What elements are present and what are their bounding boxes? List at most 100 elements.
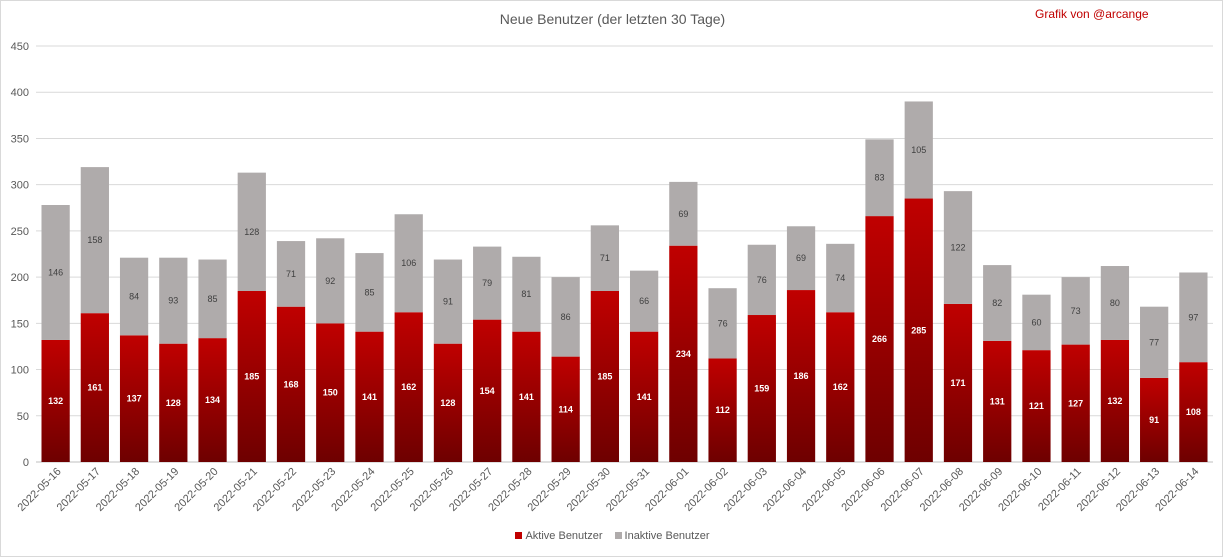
data-label-inaktive: 93 <box>168 296 178 306</box>
data-label-inaktive: 71 <box>286 269 296 279</box>
data-label-aktive: 141 <box>519 392 534 402</box>
data-label-aktive: 131 <box>990 396 1005 406</box>
data-label-inaktive: 85 <box>208 294 218 304</box>
bar-aktive-benutzer <box>512 331 541 462</box>
data-label-aktive: 127 <box>1068 398 1083 408</box>
bar-inaktive-benutzer <box>904 101 933 199</box>
data-label-aktive: 128 <box>440 398 455 408</box>
bar-inaktive-benutzer <box>590 225 620 291</box>
data-label-aktive: 154 <box>480 386 495 396</box>
bar-aktive-benutzer <box>708 358 737 462</box>
data-label-aktive: 186 <box>794 371 809 381</box>
bar-aktive-benutzer <box>198 338 227 462</box>
data-label-aktive: 185 <box>244 371 259 381</box>
bar-inaktive-benutzer <box>316 238 345 324</box>
bar-inaktive-benutzer <box>1179 272 1208 363</box>
bar-aktive-benutzer <box>669 245 698 462</box>
data-label-aktive: 132 <box>48 396 63 406</box>
data-label-aktive: 128 <box>166 398 181 408</box>
bar-aktive-benutzer <box>119 335 149 462</box>
data-label-aktive: 134 <box>205 395 220 405</box>
y-tick-label: 150 <box>11 318 29 330</box>
bar-inaktive-benutzer <box>983 265 1012 341</box>
data-label-aktive: 121 <box>1029 401 1044 411</box>
legend-entry: Inaktive Benutzer <box>614 530 710 542</box>
bar-inaktive-benutzer <box>433 259 463 344</box>
bar-inaktive-benutzer <box>1022 294 1051 351</box>
bar-inaktive-benutzer <box>747 244 776 316</box>
bar-aktive-benutzer <box>1061 344 1090 462</box>
data-label-inaktive: 83 <box>875 173 885 183</box>
bar-inaktive-benutzer <box>276 241 306 307</box>
data-label-aktive: 266 <box>872 334 887 344</box>
data-label-aktive: 162 <box>401 382 416 392</box>
data-label-inaktive: 92 <box>325 276 335 286</box>
bar-inaktive-benutzer <box>355 253 384 332</box>
legend-label: Inaktive Benutzer <box>624 530 710 542</box>
data-label-inaktive: 84 <box>129 292 139 302</box>
bar-aktive-benutzer <box>865 216 894 462</box>
data-label-aktive: 108 <box>1186 407 1201 417</box>
data-label-aktive: 141 <box>637 392 652 402</box>
bar-inaktive-benutzer <box>1100 266 1130 340</box>
data-label-inaktive: 79 <box>482 278 492 288</box>
y-tick-label: 0 <box>23 457 29 469</box>
bar-aktive-benutzer <box>159 343 188 462</box>
bar-aktive-benutzer <box>786 290 816 462</box>
y-tick-label: 350 <box>11 133 29 145</box>
data-label-inaktive: 97 <box>1188 312 1198 322</box>
data-label-aktive: 161 <box>87 383 102 393</box>
bar-inaktive-benutzer <box>1061 277 1090 345</box>
bar-aktive-benutzer <box>983 340 1012 462</box>
bar-aktive-benutzer <box>433 343 463 462</box>
bar-aktive-benutzer <box>1022 350 1051 462</box>
bar-inaktive-benutzer <box>41 205 70 340</box>
legend: Aktive Benutzer Inaktive Benutzer <box>1 530 1223 542</box>
bar-inaktive-benutzer <box>1140 306 1169 378</box>
data-label-inaktive: 86 <box>561 312 571 322</box>
bar-aktive-benutzer <box>590 290 620 462</box>
data-label-aktive: 114 <box>558 404 573 414</box>
y-tick-label: 200 <box>11 272 29 284</box>
bar-aktive-benutzer <box>1140 377 1169 462</box>
bar-inaktive-benutzer <box>80 167 109 314</box>
bar-inaktive-benutzer <box>669 181 698 246</box>
y-tick-label: 300 <box>11 180 29 192</box>
bar-inaktive-benutzer <box>865 139 894 217</box>
bar-inaktive-benutzer <box>473 246 502 320</box>
y-tick-label: 250 <box>11 226 29 238</box>
data-label-aktive: 137 <box>127 394 142 404</box>
data-label-aktive: 132 <box>1107 396 1122 406</box>
bar-aktive-benutzer <box>1179 362 1208 462</box>
data-label-aktive: 141 <box>362 392 377 402</box>
data-label-inaktive: 146 <box>48 267 63 277</box>
data-label-inaktive: 69 <box>678 209 688 219</box>
data-label-aktive: 171 <box>950 378 965 388</box>
data-label-inaktive: 82 <box>992 298 1002 308</box>
bar-aktive-benutzer <box>943 303 973 462</box>
data-label-inaktive: 158 <box>87 235 102 245</box>
bar-inaktive-benutzer <box>512 256 541 332</box>
data-label-aktive: 112 <box>715 405 730 415</box>
bar-aktive-benutzer <box>394 312 423 462</box>
bar-inaktive-benutzer <box>826 243 855 313</box>
data-label-inaktive: 76 <box>718 318 728 328</box>
bar-aktive-benutzer <box>904 198 933 463</box>
bar-aktive-benutzer <box>316 323 345 462</box>
data-label-aktive: 91 <box>1149 415 1159 425</box>
bar-inaktive-benutzer <box>551 277 580 357</box>
bar-aktive-benutzer <box>826 312 855 462</box>
data-label-aktive: 150 <box>323 388 338 398</box>
data-label-inaktive: 69 <box>796 253 806 263</box>
bar-inaktive-benutzer <box>786 226 816 291</box>
bar-inaktive-benutzer <box>708 288 737 359</box>
data-label-aktive: 185 <box>597 371 612 381</box>
data-label-aktive: 159 <box>754 384 769 394</box>
data-label-inaktive: 60 <box>1031 317 1041 327</box>
data-label-inaktive: 106 <box>401 258 416 268</box>
data-label-inaktive: 77 <box>1149 337 1159 347</box>
y-tick-label: 450 <box>11 41 29 53</box>
data-label-inaktive: 66 <box>639 296 649 306</box>
legend-swatch <box>515 532 523 539</box>
